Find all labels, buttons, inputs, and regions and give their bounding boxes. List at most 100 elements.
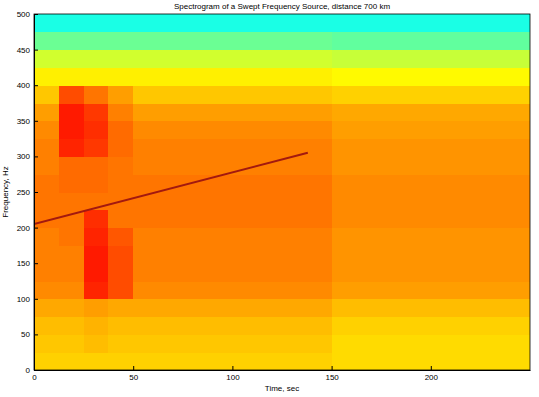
heat-cell — [34, 228, 59, 246]
heat-cell — [282, 245, 307, 263]
heat-cell — [307, 210, 332, 228]
heat-cell — [381, 121, 406, 139]
heat-cell — [208, 263, 233, 281]
heat-cell — [84, 299, 109, 317]
heat-cell — [282, 85, 307, 103]
heat-cell — [232, 281, 257, 299]
heat-cell — [59, 192, 84, 210]
heat-cell — [505, 192, 530, 210]
heat-cell — [282, 299, 307, 317]
heat-cell — [34, 121, 59, 139]
x-tick: 50 — [129, 366, 138, 382]
heat-cell — [381, 67, 406, 85]
heat-cell — [59, 281, 84, 299]
heat-cell — [133, 139, 158, 157]
heat-cell — [480, 317, 505, 335]
heat-cell — [307, 299, 332, 317]
heat-cell — [59, 317, 84, 335]
heat-cell — [84, 14, 109, 32]
plot-area — [34, 14, 530, 370]
heat-cell — [282, 210, 307, 228]
heat-cell — [406, 14, 431, 32]
heat-cell — [456, 85, 481, 103]
heat-cell — [505, 67, 530, 85]
heat-cell — [356, 67, 381, 85]
heat-cell — [232, 32, 257, 50]
heat-cell — [456, 156, 481, 174]
chart: 0501001502000501001502002503003504004505… — [0, 0, 539, 397]
heat-cell — [59, 50, 84, 68]
heat-cell — [282, 14, 307, 32]
heat-cell — [356, 245, 381, 263]
heat-cell — [456, 299, 481, 317]
y-tick-mark — [34, 263, 38, 264]
heat-cell — [158, 103, 183, 121]
heat-cell — [356, 85, 381, 103]
y-tick-mark — [34, 14, 38, 15]
heat-cell — [282, 50, 307, 68]
heat-cell — [406, 281, 431, 299]
heat-cell — [480, 14, 505, 32]
x-tick-mark — [232, 366, 233, 370]
heat-cell — [282, 317, 307, 335]
heat-cell — [332, 210, 357, 228]
heat-cell — [133, 14, 158, 32]
heat-cell — [232, 334, 257, 352]
heat-cell — [158, 85, 183, 103]
heat-cell — [381, 281, 406, 299]
heat-cell — [431, 14, 456, 32]
heat-cell — [208, 156, 233, 174]
heat-cell — [133, 67, 158, 85]
heat-cell — [307, 103, 332, 121]
y-tick-mark — [34, 121, 38, 122]
heat-cell — [133, 50, 158, 68]
heat-cell — [456, 14, 481, 32]
heat-cell — [257, 121, 282, 139]
heat-cell — [158, 156, 183, 174]
heat-cell — [406, 67, 431, 85]
y-tick-mark — [34, 334, 38, 335]
heat-cell — [356, 156, 381, 174]
heat-cell — [505, 281, 530, 299]
heat-cell — [381, 85, 406, 103]
heat-cell — [183, 352, 208, 370]
heat-cell — [34, 245, 59, 263]
y-axis: 050100150200250300350400450500 — [17, 10, 38, 375]
heat-cell — [84, 228, 109, 246]
y-tick: 500 — [17, 10, 38, 19]
heat-cell — [34, 85, 59, 103]
heat-cell — [34, 352, 59, 370]
heat-cell — [59, 139, 84, 157]
heat-cell — [183, 263, 208, 281]
heat-cell — [505, 317, 530, 335]
heat-cell — [307, 50, 332, 68]
heat-cell — [158, 228, 183, 246]
y-tick: 100 — [17, 295, 38, 304]
heat-cell — [133, 85, 158, 103]
x-tick-label: 0 — [32, 373, 37, 382]
heat-cell — [332, 317, 357, 335]
heat-cell — [381, 228, 406, 246]
heat-cell — [332, 32, 357, 50]
heat-cell — [208, 281, 233, 299]
heat-cell — [406, 139, 431, 157]
heat-cell — [34, 334, 59, 352]
heat-cell — [282, 352, 307, 370]
heat-cell — [406, 50, 431, 68]
heat-cell — [456, 210, 481, 228]
heat-cell — [133, 352, 158, 370]
heat-cell — [257, 245, 282, 263]
heat-cell — [84, 156, 109, 174]
heat-cell — [406, 121, 431, 139]
heat-cell — [406, 210, 431, 228]
heat-cell — [158, 14, 183, 32]
heat-cell — [158, 334, 183, 352]
heat-cell — [307, 192, 332, 210]
heat-cell — [282, 174, 307, 192]
heat-cell — [480, 50, 505, 68]
heat-cell — [307, 67, 332, 85]
heat-cell — [505, 50, 530, 68]
heat-cell — [133, 121, 158, 139]
sweep-line — [34, 153, 308, 224]
heat-cell — [232, 67, 257, 85]
